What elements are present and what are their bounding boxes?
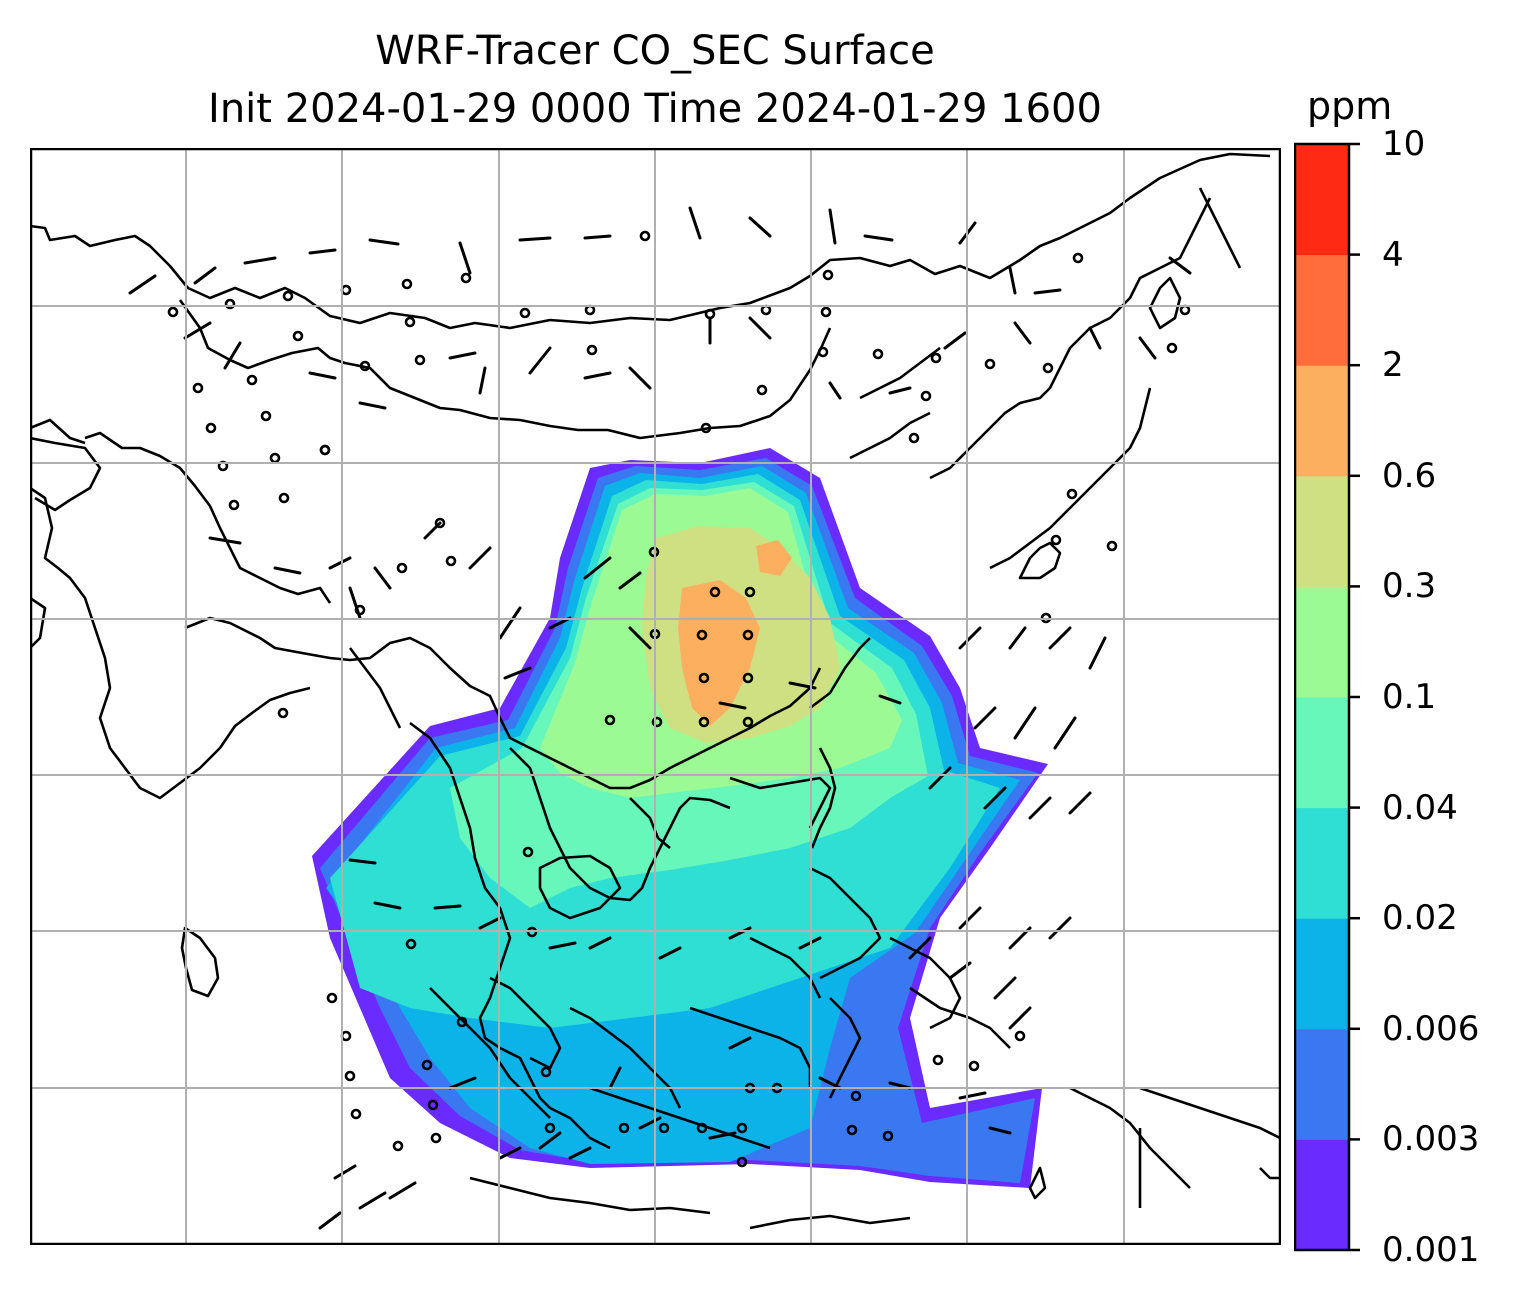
colorbar-segment <box>1294 586 1350 698</box>
colorbar-tick-label: 2 <box>1382 345 1404 386</box>
colorbar-tick-label: 0.1 <box>1382 677 1437 717</box>
colorbar-tick-label: 10 <box>1382 124 1426 164</box>
gridlines <box>30 148 1281 1245</box>
colorbar-segment <box>1294 1139 1350 1251</box>
wind-barbs <box>128 206 1192 1230</box>
colorbar-segment <box>1294 475 1350 587</box>
colorbar-segment <box>1294 254 1350 366</box>
colorbar-segment <box>1294 807 1350 919</box>
colorbar-segment <box>1294 697 1350 809</box>
map-frame <box>30 148 1281 1245</box>
colorbar-segment <box>1294 144 1350 256</box>
colorbar-tick-label: 0.04 <box>1382 787 1458 828</box>
colorbar-tick-label: 0.001 <box>1382 1230 1480 1270</box>
colorbar-tick-label: 0.02 <box>1382 898 1458 939</box>
colorbar-tick-label: 0.003 <box>1382 1119 1480 1160</box>
colorbar-tick-label: 0.6 <box>1382 455 1437 496</box>
field-level-0.6 <box>678 580 760 726</box>
colorbar-unit: ppm <box>1307 84 1393 128</box>
calm-wind-markers <box>167 230 1191 1168</box>
colorbar-segment <box>1294 1028 1350 1140</box>
coastlines <box>30 152 1281 1230</box>
colorbar-frame <box>1294 142 1351 1252</box>
colorbar-tick-label: 4 <box>1382 234 1404 275</box>
colorbar-tick-label: 0.006 <box>1382 1008 1480 1049</box>
map-panel <box>30 148 1281 1245</box>
colorbar-tick-label: 0.3 <box>1382 566 1437 607</box>
field-level-0.6b <box>756 540 792 576</box>
colorbar-segment <box>1294 918 1350 1030</box>
map-subtitle: Init 2024-01-29 0000 Time 2024-01-29 160… <box>208 86 1102 132</box>
colorbar <box>1294 142 1360 1252</box>
map-title: WRF-Tracer CO_SEC Surface <box>375 28 935 74</box>
colorbar-segment <box>1294 365 1350 477</box>
concentration-field <box>312 448 1048 1188</box>
